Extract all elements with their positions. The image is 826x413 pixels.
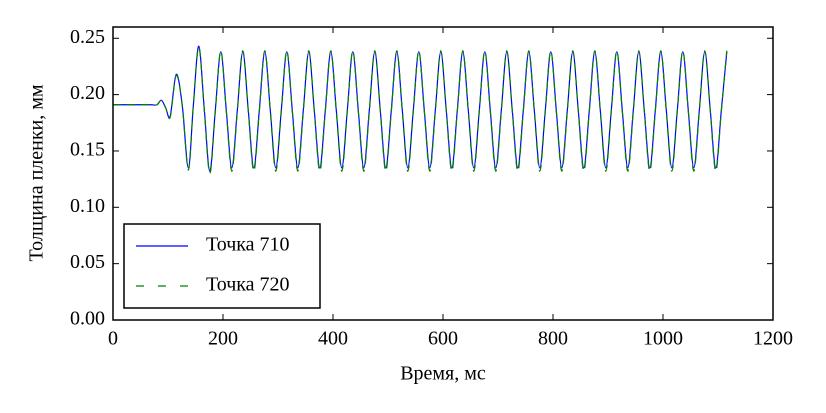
y-tick-label: 0.05 xyxy=(70,251,105,273)
x-tick-label: 400 xyxy=(318,328,348,350)
y-tick-label: 0.25 xyxy=(70,26,105,48)
x-tick-label: 800 xyxy=(538,328,568,350)
legend-box xyxy=(123,223,321,309)
y-tick-label: 0.10 xyxy=(70,195,105,217)
legend-label: Точка 710 xyxy=(206,234,290,256)
legend-label: Точка 720 xyxy=(206,274,290,296)
y-tick-label: 0.15 xyxy=(70,139,105,161)
x-tick-label: 1200 xyxy=(753,328,793,350)
data-line xyxy=(112,46,728,175)
y-tick-label: 0.20 xyxy=(70,82,105,104)
x-tick-label: 1000 xyxy=(643,328,683,350)
y-axis-label: Толщина пленки, мм xyxy=(26,84,48,261)
x-tick-label: 200 xyxy=(208,328,238,350)
data-line xyxy=(112,45,728,172)
x-tick-label: 600 xyxy=(428,328,458,350)
x-tick-label: 0 xyxy=(108,328,118,350)
x-axis-label: Время, мс xyxy=(400,363,486,385)
y-tick-label: 0.00 xyxy=(70,308,105,330)
